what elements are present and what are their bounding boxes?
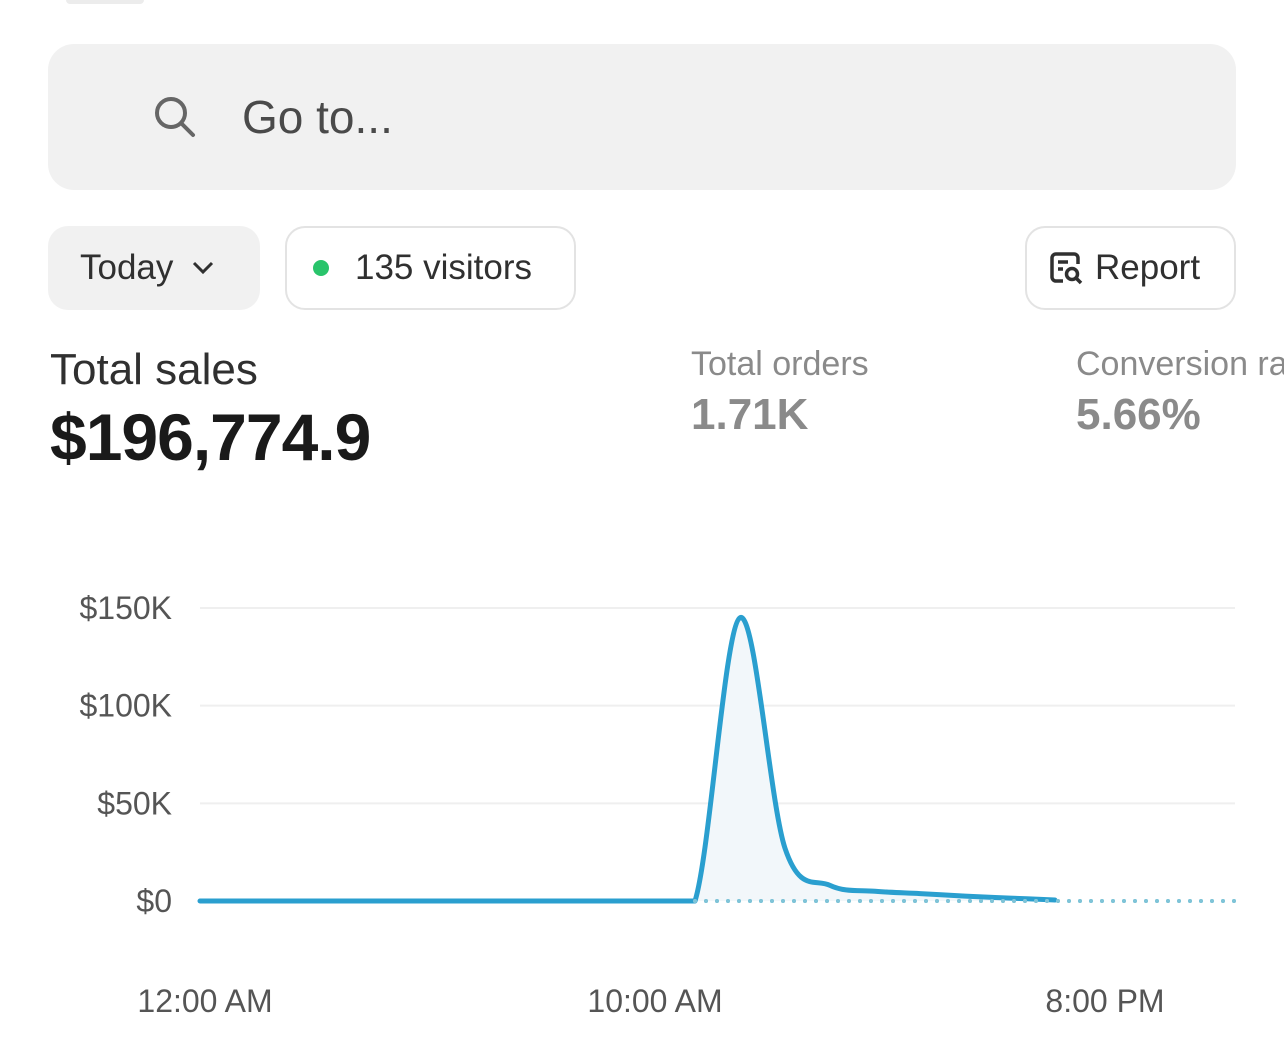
search-icon bbox=[155, 97, 195, 137]
series-area bbox=[200, 617, 1055, 901]
chevron-down-icon bbox=[193, 261, 214, 275]
search-placeholder: Go to... bbox=[242, 91, 393, 143]
metric-value: 5.66% bbox=[1076, 390, 1201, 439]
metric-value: 1.71K bbox=[691, 390, 809, 439]
y-tick-label: $50K bbox=[97, 785, 172, 821]
metric-label: Conversion rate bbox=[1076, 345, 1284, 383]
sales-chart: $0 $50K $100K $150K 12:00 AM 10:00 AM 8:00 PM bbox=[79, 590, 1237, 1019]
y-tick-label: $150K bbox=[79, 590, 172, 626]
report-label: Report bbox=[1095, 248, 1201, 287]
metric-label: Total orders bbox=[691, 345, 869, 383]
metric-label: Total sales bbox=[50, 345, 258, 394]
sales-series-line bbox=[197, 615, 1058, 904]
x-tick-label: 12:00 AM bbox=[137, 983, 272, 1019]
date-range-dropdown[interactable]: Today bbox=[48, 226, 260, 310]
metric-conversion-rate[interactable]: Conversion rate 5.66% bbox=[1076, 345, 1284, 440]
metric-value: $196,774.9 bbox=[50, 400, 371, 474]
x-tick-label: 8:00 PM bbox=[1045, 983, 1164, 1019]
metric-total-orders[interactable]: Total orders 1.71K bbox=[691, 345, 869, 440]
visitors-label: 135 visitors bbox=[355, 248, 533, 287]
metric-total-sales[interactable]: Total sales $196,774.9 bbox=[50, 345, 371, 475]
y-tick-label: $0 bbox=[136, 883, 172, 919]
live-visitors-button[interactable]: 135 visitors bbox=[285, 226, 576, 310]
x-tick-label: 10:00 AM bbox=[587, 983, 722, 1019]
live-indicator-icon bbox=[313, 260, 329, 276]
date-range-label: Today bbox=[80, 248, 174, 287]
report-button[interactable]: Report bbox=[1025, 226, 1236, 310]
y-tick-label: $100K bbox=[79, 688, 172, 724]
report-icon bbox=[1050, 252, 1083, 285]
search-input[interactable]: Go to... bbox=[48, 44, 1236, 190]
top-handle bbox=[66, 0, 144, 4]
